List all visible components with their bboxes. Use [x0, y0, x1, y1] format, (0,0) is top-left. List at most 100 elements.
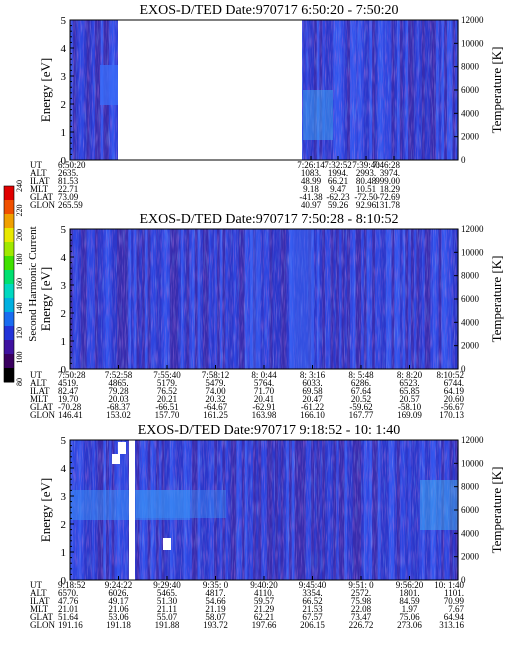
colorbar-tick-label: 200 [15, 229, 24, 241]
y2-axis-label: Temperature [K] [489, 467, 504, 554]
colorbar-swatch [4, 284, 14, 299]
row-label: GLON [30, 620, 55, 630]
colorbar-swatch [4, 200, 14, 215]
y-axis-label: Energy [eV] [38, 267, 53, 331]
y2-tick-label: 8000 [461, 482, 480, 492]
table-cell-glat: -72.69 [377, 192, 401, 202]
y-tick-label: 5 [61, 435, 67, 447]
y-tick-label: 1 [61, 547, 67, 559]
table-cell-glon: 146.41 [58, 410, 83, 420]
table-cell-ilat: 82.47 [58, 386, 79, 396]
energy-band [136, 490, 226, 518]
table-cell-glat: -62.91 [252, 402, 275, 412]
table-cell-ut: 7:26:14 [297, 160, 325, 170]
table-cell-glon: 59.26 [328, 200, 349, 210]
y2-tick-label: 2000 [461, 341, 480, 351]
table-cell-mlt: 21.01 [58, 604, 78, 614]
row-label: MLT [30, 184, 49, 194]
y2-tick-label: 12000 [461, 224, 484, 234]
table-cell-glat: -59.62 [349, 402, 372, 412]
table-cell-mlt: 21.11 [157, 604, 177, 614]
y-tick-label: 5 [61, 15, 67, 27]
table-cell-alt: 5179. [157, 378, 177, 388]
table-cell-mlt: 22.08 [351, 604, 372, 614]
y2-tick-label: 8000 [461, 271, 480, 281]
table-cell-ut: 7:50:28 [58, 370, 86, 380]
colorbar: 80 100 120 140 160 180 200 220 240 Second Harmoni… [3, 180, 39, 386]
table-cell-glon: 170.13 [439, 410, 464, 420]
table-cell-alt: 1994. [328, 168, 348, 178]
colorbar-swatch [4, 242, 14, 257]
panel-title: EXOS-D/TED Date:970717 7:50:28 - 8:10:52 [140, 212, 399, 227]
table-cell-mlt: 10.51 [356, 184, 376, 194]
y2-tick-label: 4000 [461, 317, 480, 327]
table-cell-alt: 5465. [157, 588, 177, 598]
table-cell-alt: 4519. [58, 378, 78, 388]
table-cell-glon: 265.59 [58, 200, 83, 210]
y2-tick-label: 6000 [461, 85, 480, 95]
colorbar-tick-label: 100 [15, 352, 24, 364]
y-axis-label: Energy [eV] [38, 478, 53, 542]
colorbar-swatch [4, 256, 14, 271]
white-marker [112, 454, 120, 464]
table-cell-ut: 7:52:58 [105, 370, 133, 380]
energy-band [420, 480, 458, 530]
table-cell-ilat: 74.00 [205, 386, 226, 396]
table-cell-glat: 73.09 [58, 192, 79, 202]
y-tick-label: 3 [61, 71, 67, 83]
y-tick-label: 5 [61, 224, 67, 236]
table-cell-ut: 8: 0:44 [251, 370, 277, 380]
table-cell-ut: 6:50:20 [58, 160, 86, 170]
table-cell-mlt: 22.71 [58, 184, 78, 194]
colorbar-swatch [4, 326, 14, 341]
table-cell-glat: -41.38 [299, 192, 323, 202]
table-cell-glat: -68.37 [107, 402, 131, 412]
colorbar-tick-label: 160 [15, 278, 24, 290]
y-tick-label: 3 [61, 280, 67, 292]
table-cell-ut: 7:58:12 [202, 370, 230, 380]
table-cell-glat: 58.07 [205, 612, 226, 622]
table-cell-alt: 4817. [205, 588, 225, 598]
y-tick-label: 4 [61, 463, 67, 475]
table-cell-ut: 7:46:28 [372, 160, 400, 170]
table-cell-ilat: 65.85 [399, 386, 420, 396]
y-tick-label: 4 [61, 252, 67, 264]
table-cell-ut: 9:24:22 [105, 580, 133, 590]
colorbar-label: Second Harmonic Current [27, 226, 39, 341]
table-cell-ut: 9:40:20 [250, 580, 278, 590]
y2-axis-label: Temperature [K] [489, 256, 504, 343]
row-label: GLAT [30, 612, 53, 622]
y-tick-label: 2 [61, 308, 67, 320]
table-cell-ilat: 51.30 [157, 596, 178, 606]
colorbar-swatch [4, 186, 14, 201]
table-cell-ilat: 84.59 [399, 596, 420, 606]
y-tick-label: 3 [61, 491, 67, 503]
table-cell-ilat: 79.28 [108, 386, 129, 396]
colorbar-tick-label: 240 [15, 180, 24, 192]
y-axis-label: Energy [eV] [38, 58, 53, 122]
table-cell-ilat: 999.00 [375, 176, 400, 186]
y-tick-label: 2 [61, 99, 67, 111]
table-cell-ilat: 48.99 [301, 176, 322, 186]
table-cell-ilat: 64.19 [444, 386, 465, 396]
table-cell-alt: 6523. [399, 378, 419, 388]
colorbar-swatch [4, 228, 14, 243]
table-cell-glat: -62.23 [326, 192, 350, 202]
y2-tick-label: 12000 [461, 15, 484, 25]
table-cell-alt: 6744. [444, 378, 464, 388]
table-cell-glon: 206.15 [300, 620, 325, 630]
table-cell-ut: 8:10:52 [436, 370, 464, 380]
y2-tick-label: 10000 [461, 458, 484, 468]
white-marker [118, 442, 126, 454]
table-cell-ilat: 71.70 [254, 386, 275, 396]
table-cell-glon: 273.06 [397, 620, 422, 630]
table-cell-alt: 4110. [254, 588, 274, 598]
table-cell-glat: 51.64 [58, 612, 79, 622]
table-cell-ilat: 81.53 [58, 176, 79, 186]
y-tick-label: 0 [61, 364, 67, 376]
colorbar-tick-label: 120 [15, 327, 24, 339]
y2-tick-label: 0 [461, 364, 466, 374]
colorbar-tick-label: 180 [15, 254, 24, 266]
table-cell-ilat: 80.48 [356, 176, 377, 186]
